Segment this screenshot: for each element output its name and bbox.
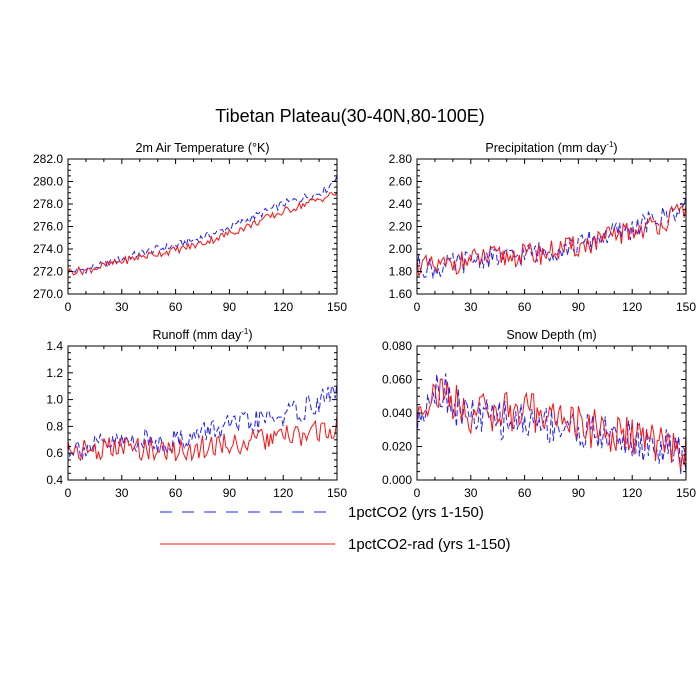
plot-frame [67,345,338,481]
y-tick-label: 272.0 [33,265,63,279]
y-tick-label: 1.2 [46,366,63,380]
x-tick-label: 30 [464,486,478,500]
x-tick-label: 30 [115,486,129,500]
y-tick-label: 1.60 [389,287,413,301]
legend-label: 1pctCO2-rad (yrs 1-150) [348,536,511,553]
x-tick-label: 120 [622,486,642,500]
series-line-0 [67,175,338,275]
x-tick-label: 120 [273,300,293,314]
panel-2: Runoff (mm day-1) 0 30 60 90 120 150 0.4 0.6 0.8 1… [46,327,347,500]
legend-item-1: 1pctCO2-rad (yrs 1-150) [160,536,511,553]
y-tick-label: 282.0 [33,152,63,166]
x-tick-label: 0 [414,486,421,500]
y-tick-label: 2.00 [389,242,413,256]
x-tick-label: 150 [676,486,696,500]
y-tick-label: 276.0 [33,220,63,234]
x-tick-label: 90 [223,486,237,500]
x-tick-label: 120 [622,300,642,314]
panel-title: Snow Depth (m) [506,328,596,342]
series-line-0 [416,192,687,279]
x-tick-label: 120 [273,486,293,500]
y-tick-label: 0.6 [46,446,63,460]
x-tick-label: 150 [327,300,347,314]
x-tick-label: 60 [169,300,183,314]
x-tick-label: 90 [223,300,237,314]
y-tick-label: 0.4 [46,473,63,487]
x-tick-label: 30 [464,300,478,314]
figure-title: Tibetan Plateau(30-40N,80-100E) [215,106,485,126]
y-tick-label: 0.000 [382,473,412,487]
y-tick-label: 2.40 [389,197,413,211]
series-line-1 [67,415,338,462]
panels: 2m Air Temperature (°K) 0 30 60 90 120 150 270.… [33,140,696,500]
x-tick-label: 150 [327,486,347,500]
y-tick-label: 0.060 [382,373,412,387]
x-tick-label: 0 [414,300,421,314]
series-line-1 [416,378,687,470]
x-tick-label: 0 [65,486,72,500]
y-tick-label: 2.60 [389,175,413,189]
series-line-0 [67,382,338,460]
legend-label: 1pctCO2 (yrs 1-150) [348,504,484,521]
panel-title: 2m Air Temperature (°K) [136,141,270,155]
x-tick-label: 30 [115,300,129,314]
x-tick-label: 60 [518,300,532,314]
y-tick-label: 1.0 [46,393,63,407]
y-tick-label: 1.80 [389,265,413,279]
series-line-0 [416,373,687,475]
y-tick-label: 0.020 [382,440,412,454]
x-tick-label: 90 [572,300,586,314]
y-tick-label: 1.4 [46,339,63,353]
panel-title: Precipitation (mm day-1) [485,140,617,155]
series-line-1 [67,191,338,276]
x-tick-label: 60 [518,486,532,500]
panel-1: Precipitation (mm day-1) 0 30 60 90 120 150 1.6… [389,140,697,314]
y-tick-label: 278.0 [33,197,63,211]
y-tick-label: 280.0 [33,175,63,189]
panel-3: Snow Depth (m) 0 30 60 90 120 150 0.000 0.020 0.0… [382,328,696,500]
y-tick-label: 0.040 [382,406,412,420]
panel-0: 2m Air Temperature (°K) 0 30 60 90 120 150 270.… [33,141,347,314]
x-tick-label: 60 [169,486,183,500]
legend-item-0: 1pctCO2 (yrs 1-150) [160,504,484,521]
y-tick-label: 0.8 [46,419,63,433]
y-tick-label: 0.080 [382,339,412,353]
x-tick-label: 150 [676,300,696,314]
x-tick-label: 0 [65,300,72,314]
series-line-1 [416,203,687,277]
plot-frame [67,158,338,295]
y-tick-label: 2.20 [389,220,413,234]
x-tick-label: 90 [572,486,586,500]
y-tick-label: 274.0 [33,242,63,256]
y-tick-label: 270.0 [33,287,63,301]
legend: 1pctCO2 (yrs 1-150) 1pctCO2-rad (yrs 1-15… [160,504,511,553]
y-tick-label: 2.80 [389,152,413,166]
panel-title: Runoff (mm day-1) [153,327,253,342]
